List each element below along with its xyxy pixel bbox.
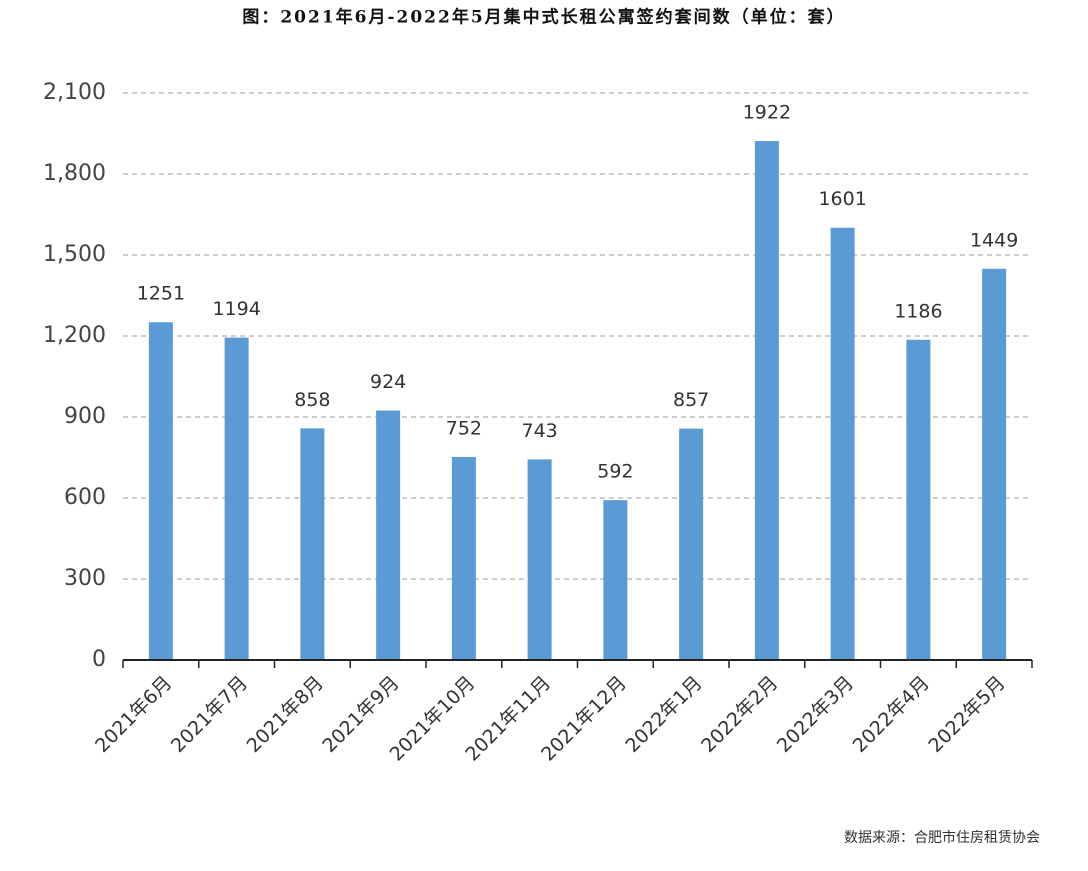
x-tick-label: 2021年6月	[91, 672, 176, 757]
y-tick-label: 300	[64, 566, 106, 591]
bar	[527, 459, 552, 660]
value-label: 924	[370, 371, 406, 393]
x-tick-label: 2022年2月	[697, 672, 782, 757]
value-label: 1186	[894, 300, 942, 322]
value-label: 1251	[137, 283, 185, 305]
y-tick-label: 1,800	[43, 161, 106, 186]
x-tick-label: 2022年3月	[773, 672, 858, 757]
y-tick-label: 0	[92, 647, 106, 672]
bar	[148, 322, 173, 660]
value-label: 858	[294, 389, 330, 411]
value-label: 743	[521, 420, 557, 442]
bar	[224, 337, 249, 660]
y-tick-label: 1,500	[43, 242, 106, 267]
x-tick-label: 2022年5月	[924, 672, 1009, 757]
bar	[830, 227, 855, 661]
value-label: 1922	[743, 102, 791, 124]
value-label: 1194	[212, 298, 260, 320]
bar	[679, 428, 704, 660]
value-label: 857	[673, 389, 709, 411]
chart-title: 图：2021年6月-2022年5月集中式长租公寓签约套间数（单位：套）	[242, 7, 845, 28]
y-tick-label: 2,100	[43, 80, 106, 105]
x-tick-label: 2021年8月	[243, 672, 328, 757]
bar	[603, 500, 628, 660]
value-label: 1601	[818, 188, 866, 210]
bar	[300, 428, 325, 660]
y-tick-label: 900	[64, 404, 106, 429]
x-tick-label: 2022年1月	[621, 672, 706, 757]
value-label: 1449	[970, 229, 1018, 251]
y-tick-label: 1,200	[43, 323, 106, 348]
x-tick-label: 2022年4月	[849, 672, 934, 757]
value-label: 752	[446, 417, 482, 439]
x-tick-label: 2021年7月	[167, 672, 252, 757]
value-label: 592	[597, 461, 633, 483]
bar	[376, 410, 401, 660]
bar	[982, 268, 1007, 660]
bar	[451, 456, 476, 660]
y-tick-label: 600	[64, 485, 106, 510]
bar	[906, 339, 931, 660]
source-note: 数据来源：合肥市住房租赁协会	[844, 829, 1040, 846]
bar	[754, 141, 779, 660]
